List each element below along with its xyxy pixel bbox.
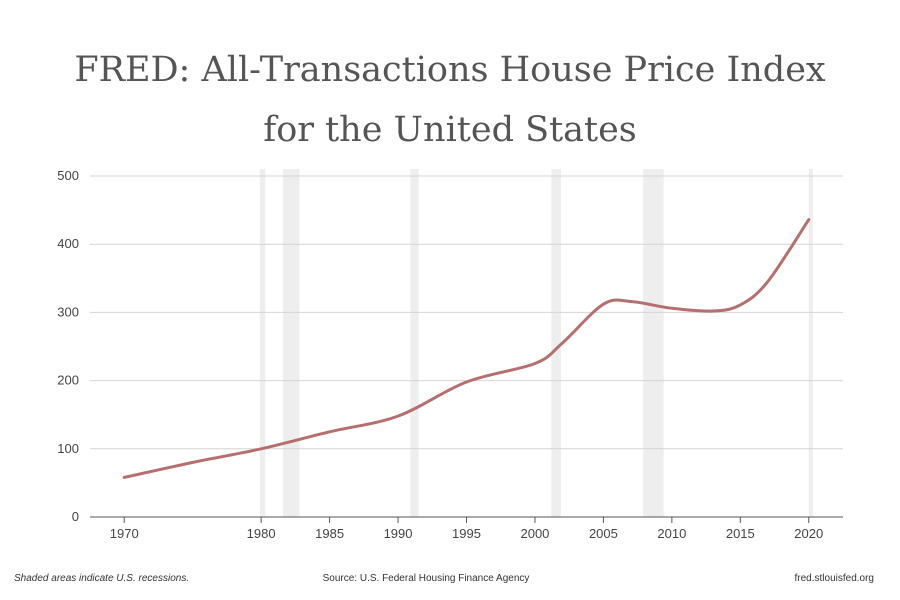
recession-band-4 [643,169,664,517]
recession-bands [259,169,813,517]
data-point-2000 [533,362,536,365]
y-tick-label-300: 300 [57,304,79,319]
data-point-2005 [602,303,605,306]
axes: 0 100 200 300 400 500 1970 1980 1985 1990 1995 2000… [57,168,843,541]
recession-note: Shaded areas indicate U.S. recessions. [14,573,190,584]
data-point-1995 [465,380,468,383]
series-lines [122,218,811,479]
data-point-1970 [123,476,126,479]
data-point-2017 [766,280,769,283]
chart-title-line-2: for the United States [263,110,637,150]
x-tick-label-1995: 1995 [452,526,481,541]
site-link[interactable]: fred.stlouisfed.org [794,573,875,584]
recession-band-1 [283,169,300,517]
x-tick-label-1990: 1990 [384,526,413,541]
x-tick-label-2010: 2010 [657,526,686,541]
chart-title: FRED: All-Transactions House Price Index… [0,40,900,160]
x-tick-label-2000: 2000 [520,526,549,541]
y-tick-label-200: 200 [57,373,79,388]
data-point-2007 [629,300,632,303]
series-line-0 [122,218,811,479]
recession-band-3 [551,169,561,517]
gridlines [90,175,843,450]
chart-title-line-1: FRED: All-Transactions House Price Index [74,50,826,90]
x-tick-label-1970: 1970 [110,526,139,541]
source-note: Source: U.S. Federal Housing Finance Age… [322,573,530,584]
y-tick-label-0: 0 [72,509,79,524]
data-point-2013 [711,310,714,313]
data-point-1975 [191,461,194,464]
y-tick-label-400: 400 [57,236,79,251]
recession-band-0 [259,169,266,517]
data-point-2010 [670,307,673,310]
x-tick-label-2005: 2005 [589,526,618,541]
data-point-1990 [397,415,400,418]
x-tick-label-1980: 1980 [247,526,276,541]
x-tick-label-1985: 1985 [315,526,344,541]
data-point-2020 [807,218,810,221]
x-tick-label-2015: 2015 [726,526,755,541]
y-tick-label-500: 500 [57,168,79,183]
recession-band-2 [410,169,419,517]
data-point-2002 [561,342,564,345]
recession-band-5 [808,169,813,517]
data-point-2015 [739,303,742,306]
y-tick-label-100: 100 [57,441,79,456]
data-point-1980 [260,447,263,450]
x-tick-label-2020: 2020 [794,526,823,541]
data-point-1985 [328,430,331,433]
